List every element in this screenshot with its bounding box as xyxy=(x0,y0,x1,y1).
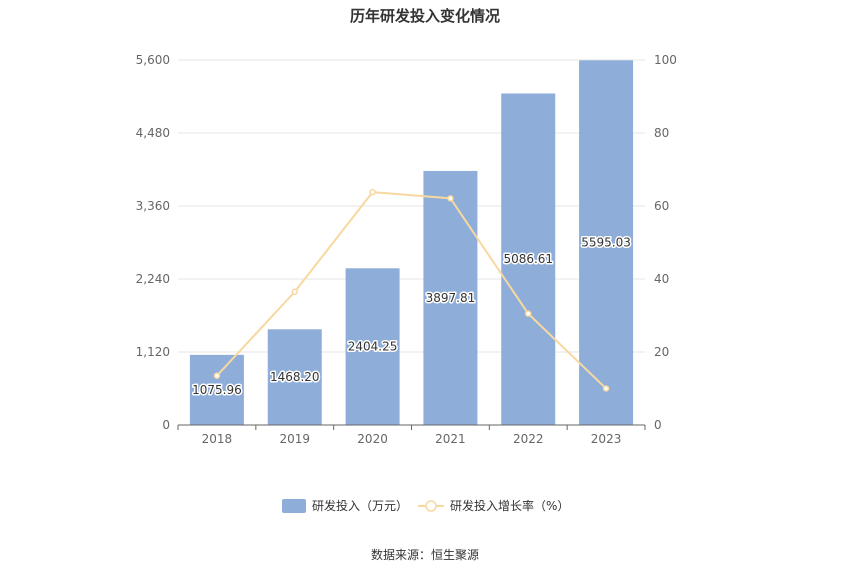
y-right-tick-label: 0 xyxy=(654,418,662,432)
y-right-tick-label: 20 xyxy=(654,345,669,359)
legend-line-label: 研发投入增长率（%） xyxy=(450,498,569,513)
y-right-tick-label: 80 xyxy=(654,126,669,140)
bar xyxy=(267,329,322,425)
bar-data-label: 1468.20 xyxy=(270,370,320,384)
x-tick-label: 2023 xyxy=(591,432,622,446)
x-tick-label: 2020 xyxy=(357,432,388,446)
x-tick-label: 2021 xyxy=(435,432,466,446)
line-point xyxy=(602,385,610,392)
bar xyxy=(189,354,244,425)
bar-series xyxy=(189,60,634,425)
y-left-tick-label: 5,600 xyxy=(136,53,170,67)
x-tick-label: 2019 xyxy=(279,432,310,446)
y-left-tick-label: 2,240 xyxy=(136,272,170,286)
line-series xyxy=(213,188,610,392)
y-left-tick-label: 1,120 xyxy=(136,345,170,359)
bar-data-label: 5595.03 xyxy=(581,236,631,250)
legend-bar-label: 研发投入（万元） xyxy=(312,498,408,513)
y-left-tick-label: 0 xyxy=(162,418,170,432)
bar-data-label: 3897.81 xyxy=(426,291,476,305)
axes: 0 1,120 2,240 3,360 4,480 5,600 0 20 40 60 80 100 20… xyxy=(136,53,677,446)
x-tick-label: 2018 xyxy=(202,432,233,446)
legend-line-marker xyxy=(425,500,437,512)
bar xyxy=(345,268,400,425)
bar xyxy=(423,170,478,425)
y-left-tick-label: 4,480 xyxy=(136,126,170,140)
chart-svg: 1075.96 1468.20 2404.25 3897.81 5086.61 5595.… xyxy=(136,53,677,513)
line-point xyxy=(525,310,532,317)
y-right-tick-label: 100 xyxy=(654,53,677,67)
bar-data-label: 2404.25 xyxy=(348,340,398,354)
line-point xyxy=(447,195,454,202)
y-right-tick-label: 60 xyxy=(654,199,669,213)
line-point xyxy=(369,188,376,196)
growth-line xyxy=(216,191,607,390)
x-tick-label: 2022 xyxy=(513,432,544,446)
grid-lines xyxy=(178,59,645,353)
bar xyxy=(579,60,634,425)
bar-data-label: 5086.61 xyxy=(503,252,553,266)
bar-data-labels: 1075.96 1468.20 2404.25 3897.81 5086.61 5595.… xyxy=(191,234,633,398)
bar xyxy=(501,93,556,425)
y-right-tick-label: 40 xyxy=(654,272,669,286)
legend-bar-swatch xyxy=(282,499,306,513)
source-note: 数据来源：恒生聚源 xyxy=(370,548,479,562)
line-point xyxy=(291,288,298,296)
bar-data-label: 1075.96 xyxy=(192,383,242,397)
legend[interactable]: 研发投入（万元） 研发投入增长率（%） xyxy=(282,498,569,513)
chart-title: 历年研发投入变化情况 xyxy=(349,7,500,25)
y-left-tick-label: 3,360 xyxy=(136,199,170,213)
line-point xyxy=(213,372,221,379)
